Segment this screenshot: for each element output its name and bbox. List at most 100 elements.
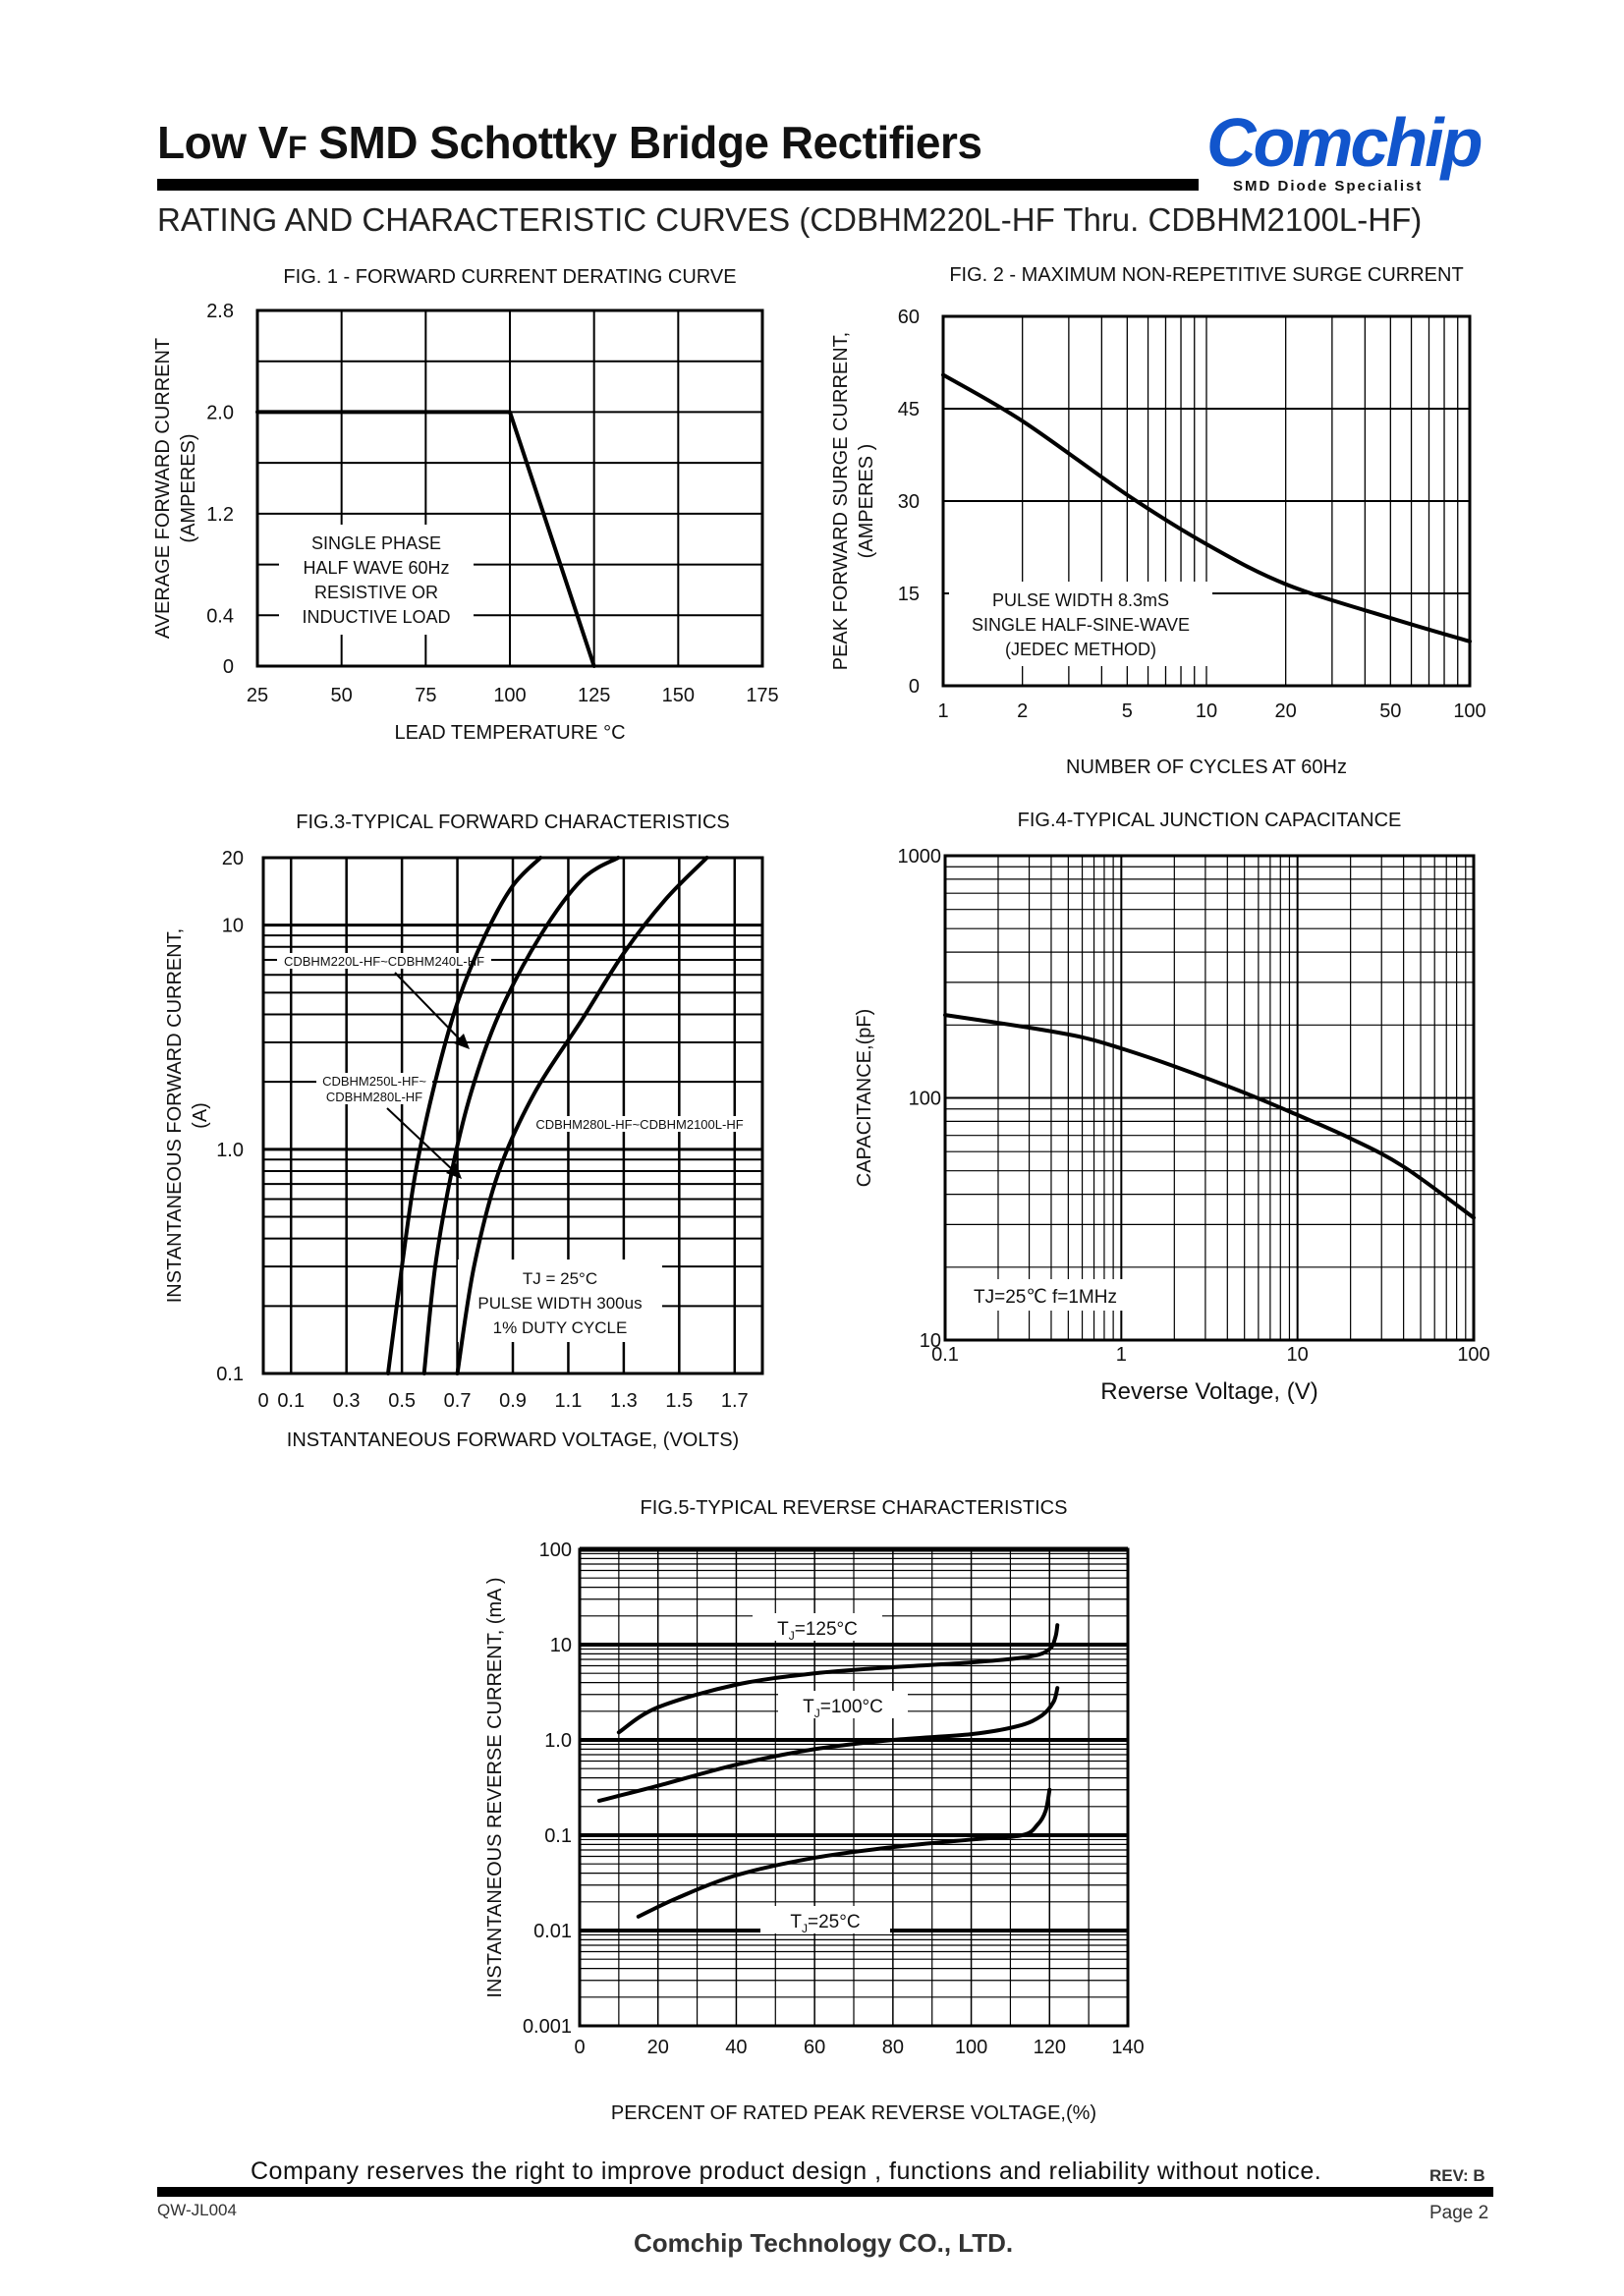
fig5-title: FIG.5-TYPICAL REVERSE CHARACTERISTICS bbox=[641, 1497, 1068, 1519]
fig2-y-tick-label: 30 bbox=[898, 491, 920, 513]
logo-tagline: SMD Diode Specialist bbox=[1233, 178, 1424, 195]
fig1-annotation: SINGLE PHASE bbox=[311, 533, 441, 553]
document-number: QW-JL004 bbox=[157, 2201, 237, 2219]
fig5-series-label-bg bbox=[753, 1613, 882, 1641]
fig2-ylabel: (AMPERES ) bbox=[856, 444, 877, 559]
fig4-x-tick-label: 1 bbox=[1116, 1344, 1127, 1366]
fig5-series-label: TJ=125°C bbox=[777, 1619, 858, 1643]
fig3-title: FIG.3-TYPICAL FORWARD CHARACTERISTICS bbox=[296, 812, 730, 833]
fig1-y-tick-label: 0 bbox=[223, 656, 234, 678]
page-subtitle: RATING AND CHARACTERISTIC CURVES (CDBHM2… bbox=[157, 201, 1423, 238]
fig4-x-tick-label: 100 bbox=[1457, 1344, 1489, 1366]
fig3-arrow-head bbox=[446, 1163, 462, 1179]
fig1-annotation: RESISTIVE OR bbox=[314, 583, 438, 602]
fig1-y-tick-label: 0.4 bbox=[206, 605, 234, 627]
fig1-title: FIG. 1 - FORWARD CURRENT DERATING CURVE bbox=[283, 266, 736, 288]
fig2-x-tick-label: 5 bbox=[1122, 700, 1133, 722]
fig3-x-tick-label: 0.5 bbox=[388, 1390, 416, 1412]
fig5-series-label: TJ=100°C bbox=[803, 1697, 883, 1720]
fig3-annotation-bg bbox=[458, 1260, 662, 1342]
fig1-x-tick-label: 150 bbox=[662, 685, 695, 706]
fig4-series-line bbox=[943, 1013, 1476, 1220]
footer-rule bbox=[157, 2187, 1493, 2197]
fig4-x-tick-label: 0.1 bbox=[931, 1344, 959, 1366]
fig3-ylabel: INSTANTANEOUS FORWARD CURRENT, bbox=[164, 928, 186, 1304]
fig5-y-tick-label: 1.0 bbox=[544, 1730, 572, 1752]
fig1-y-tick-label: 1.2 bbox=[206, 504, 234, 526]
fig5-xlabel: PERCENT OF RATED PEAK REVERSE VOLTAGE,(%… bbox=[611, 2102, 1096, 2124]
fig3-y-tick-label: 1.0 bbox=[216, 1140, 244, 1161]
fig5-x-tick-label: 0 bbox=[574, 2037, 585, 2058]
fig5-series-label-bg bbox=[778, 1691, 908, 1718]
fig3-x-tick-label: 0.7 bbox=[444, 1390, 472, 1412]
fig2-x-tick-label: 2 bbox=[1017, 700, 1028, 722]
fig5-x-tick-label: 60 bbox=[804, 2037, 825, 2058]
fig4-title: FIG.4-TYPICAL JUNCTION CAPACITANCE bbox=[1018, 810, 1402, 831]
fig2-title: FIG. 2 - MAXIMUM NON-REPETITIVE SURGE CU… bbox=[949, 264, 1463, 286]
fig3-series-line bbox=[386, 856, 543, 1375]
fig2-annotation-bg bbox=[949, 582, 1212, 666]
fig1-x-tick-label: 75 bbox=[415, 685, 436, 706]
fig3-x-tick-label: 0.3 bbox=[333, 1390, 361, 1412]
fig3-annotation: TJ = 25°C bbox=[523, 1269, 597, 1288]
fig1-x-tick-label: 50 bbox=[331, 685, 353, 706]
revision-label: REV: B bbox=[1429, 2166, 1485, 2185]
fig1-xlabel: LEAD TEMPERATURE °C bbox=[394, 722, 625, 744]
fig3-x-tick-label: 0 bbox=[257, 1390, 268, 1412]
fig3-series-label: CDBHM250L-HF~ bbox=[322, 1074, 426, 1089]
fig5-x-tick-label: 80 bbox=[882, 2037, 904, 2058]
fig1-ylabel: (AMPERES) bbox=[178, 433, 199, 542]
fig4-annotation-bg bbox=[963, 1279, 1128, 1311]
fig3-series-label: CDBHM280L-HF~CDBHM2100L-HF bbox=[535, 1117, 743, 1132]
fig2-y-tick-label: 15 bbox=[898, 584, 920, 605]
fig5-series-label: TJ=25°C bbox=[790, 1912, 860, 1935]
fig1-x-tick-label: 175 bbox=[746, 685, 778, 706]
fig2-annotation: PULSE WIDTH 8.3mS bbox=[992, 590, 1169, 610]
fig3-arrow bbox=[386, 1107, 455, 1172]
fig4-ylabel: CAPACITANCE,(pF) bbox=[854, 1009, 875, 1188]
fig5-x-tick-label: 40 bbox=[725, 2037, 747, 2058]
fig3-xlabel: INSTANTANEOUS FORWARD VOLTAGE, (VOLTS) bbox=[287, 1429, 739, 1451]
fig2-ylabel: PEAK FORWARD SURGE CURRENT, bbox=[830, 332, 852, 670]
fig1-y-tick-label: 2.8 bbox=[206, 301, 234, 322]
fig3-x-tick-label: 1.1 bbox=[555, 1390, 583, 1412]
fig2-x-tick-label: 50 bbox=[1379, 700, 1401, 722]
fig1-series-line bbox=[255, 410, 596, 668]
fig5-series-line bbox=[596, 1686, 1060, 1803]
fig4-y-tick-label: 100 bbox=[909, 1089, 941, 1110]
fig3-series-label-bg bbox=[316, 1073, 432, 1104]
fig5-y-tick-label: 10 bbox=[550, 1635, 572, 1656]
fig3-ylabel: (A) bbox=[190, 1102, 211, 1129]
fig1-x-tick-label: 100 bbox=[493, 685, 526, 706]
fig2-x-tick-label: 20 bbox=[1275, 700, 1297, 722]
fig2-y-tick-label: 45 bbox=[898, 399, 920, 420]
fig3-annotation: 1% DUTY CYCLE bbox=[493, 1318, 628, 1337]
fig2-series-line bbox=[941, 372, 1472, 644]
fig3-series-line bbox=[455, 856, 709, 1375]
fig1-ylabel: AVERAGE FORWARD CURRENT bbox=[152, 338, 174, 639]
fig4-xlabel: Reverse Voltage, (V) bbox=[1100, 1378, 1317, 1405]
fig3-x-tick-label: 1.5 bbox=[665, 1390, 693, 1412]
fig5-x-tick-label: 120 bbox=[1034, 2037, 1066, 2058]
fig1-annotation: HALF WAVE 60Hz bbox=[303, 558, 449, 578]
fig2-x-tick-label: 10 bbox=[1196, 700, 1217, 722]
fig3-annotation: PULSE WIDTH 300us bbox=[477, 1294, 642, 1313]
fig2-x-tick-label: 1 bbox=[937, 700, 948, 722]
fig5-series-line bbox=[616, 1623, 1060, 1735]
fig1-annotation-bg bbox=[279, 525, 474, 635]
fig3-series-label-bg bbox=[277, 953, 491, 969]
fig5-ylabel: INSTANTANEOUS REVERSE CURRENT, (mA ) bbox=[484, 1577, 506, 1997]
fig2-x-tick-label: 100 bbox=[1453, 700, 1485, 722]
fig3-arrow bbox=[394, 972, 463, 1042]
fig3-x-tick-label: 0.1 bbox=[277, 1390, 305, 1412]
fig2-y-tick-label: 60 bbox=[898, 307, 920, 328]
page-number: Page 2 bbox=[1429, 2203, 1489, 2223]
fig5-y-tick-label: 0.1 bbox=[544, 1825, 572, 1847]
fig5-y-tick-label: 0.01 bbox=[533, 1921, 572, 1942]
fig3-series-label: CDBHM280L-HF bbox=[326, 1090, 422, 1104]
fig2-y-tick-label: 0 bbox=[909, 676, 920, 698]
disclaimer-text: Company reserves the right to improve pr… bbox=[251, 2157, 1322, 2185]
fig3-x-tick-label: 0.9 bbox=[499, 1390, 527, 1412]
company-logo: Comchip bbox=[1206, 104, 1483, 181]
